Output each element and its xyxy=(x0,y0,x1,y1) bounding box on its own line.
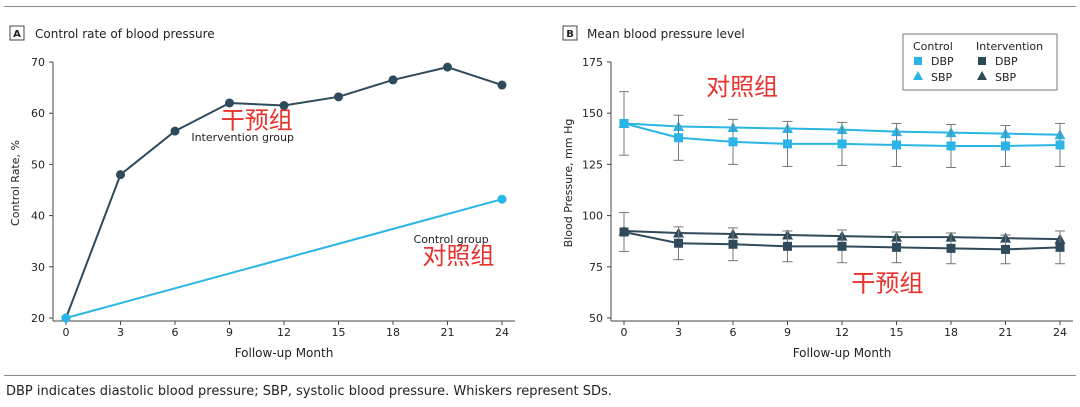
panel-b-control-dbp-point xyxy=(728,137,738,147)
panel-a-x-tick-label: 3 xyxy=(117,326,124,339)
panel-b-annotation: 干预组 xyxy=(851,269,923,297)
panel-b-control-dbp-point xyxy=(1001,141,1010,151)
panel-a-x-tick-label: 6 xyxy=(172,326,179,339)
panel-a-x-tick-label: 24 xyxy=(495,326,509,339)
legend-intervention-dbp-square-icon xyxy=(978,57,986,65)
panel-a-letter: A xyxy=(13,29,21,40)
legend-control-dbp-label: DBP xyxy=(931,55,954,68)
panel-b-x-label: Follow-up Month xyxy=(793,346,892,360)
panel-a-control-label: Control group xyxy=(414,233,489,246)
panel-a-y-tick-label: 20 xyxy=(31,312,45,325)
panel-a-x-tick-label: 21 xyxy=(441,326,455,339)
panel-b-intervention-dbp-point xyxy=(837,241,847,251)
panel-a-x-tick-label: 9 xyxy=(226,326,233,339)
panel-b-control-dbp-point xyxy=(674,133,683,143)
panel-a-x-tick-label: 15 xyxy=(332,326,346,339)
panel-a-x-tick-label: 18 xyxy=(386,326,400,339)
panel-a-y-tick-label: 30 xyxy=(31,261,45,274)
panel-a-intervention-point xyxy=(225,98,234,108)
panel-b-control-dbp-point xyxy=(837,139,847,149)
panel-a-y-tick-label: 60 xyxy=(31,107,45,120)
legend-control-title: Control xyxy=(913,40,953,53)
panel-b-legend: Control Intervention DBP SBP DBP SBP xyxy=(902,33,1058,91)
panel-b-control-dbp-point xyxy=(783,139,792,149)
panel-b-intervention-dbp-point xyxy=(892,242,901,252)
panel-b-title: Mean blood pressure level xyxy=(587,27,745,41)
panel-a-control-point xyxy=(497,194,507,204)
panel-b-intervention-dbp-point xyxy=(619,227,629,237)
panel-b-control-dbp-point xyxy=(892,140,901,150)
panel-a-intervention-point xyxy=(116,170,125,180)
panel-a-letter-box xyxy=(9,25,25,41)
panel-a-intervention-point xyxy=(443,62,452,72)
panel-b-x-tick-label: 24 xyxy=(1053,326,1067,339)
panel-b-y-tick-label: 100 xyxy=(582,210,603,223)
panel-a-control-line xyxy=(65,198,503,319)
panel-b-x-tick-label: 6 xyxy=(730,326,737,339)
legend-control-dbp-square-icon xyxy=(914,57,922,65)
panel-a-intervention-point xyxy=(279,101,289,111)
panel-b-x-tick-label: 0 xyxy=(621,326,628,339)
panel-b-y-tick-label: 75 xyxy=(589,261,603,274)
panel-a-x-tick-label: 0 xyxy=(63,326,70,339)
panel-a-annotation: 干预组 xyxy=(221,107,293,135)
panel-b-intervention-dbp-point xyxy=(728,239,738,249)
panel-a-y-tick-label: 70 xyxy=(31,56,45,69)
panel-a-intervention-point xyxy=(388,75,398,85)
panel-a-y-label: Control Rate, % xyxy=(9,140,22,226)
panel-b-y-tick-label: 150 xyxy=(582,107,603,120)
panel-b-intervention-dbp-point xyxy=(946,243,956,253)
panel-a-y-tick-label: 40 xyxy=(31,210,45,223)
panel-b-x-tick-label: 15 xyxy=(890,326,904,339)
top-rule xyxy=(4,6,1076,7)
panel-b-x-tick-label: 3 xyxy=(675,326,682,339)
legend-control-sbp-label: SBP xyxy=(931,71,953,84)
panel-a-y-tick-label: 50 xyxy=(31,158,45,171)
panel-b-x-tick-label: 12 xyxy=(835,326,849,339)
panel-b-control-dbp-point xyxy=(946,141,956,151)
panel-b-y-tick-label: 125 xyxy=(582,158,603,171)
panel-b-intervention-dbp-point xyxy=(1001,244,1010,254)
panel-b-intervention-dbp-point xyxy=(674,238,683,248)
panel-b-intervention-dbp-point xyxy=(1055,242,1065,252)
panel-b-y-tick-label: 50 xyxy=(589,312,603,325)
panel-a: A Control rate of blood pressure Follow-… xyxy=(9,25,515,360)
panel-b-intervention-dbp-point xyxy=(783,241,792,251)
panel-b-y-label: Blood Pressure, mm Hg xyxy=(562,119,575,248)
figure-caption: DBP indicates diastolic blood pressure; … xyxy=(6,384,612,399)
legend-intervention-title: Intervention xyxy=(976,40,1043,53)
panel-b: B Mean blood pressure level Follow-up Mo… xyxy=(562,25,1073,360)
panel-a-intervention-label: Intervention group xyxy=(191,131,294,144)
panel-a-x-tick-label: 12 xyxy=(277,326,291,339)
panel-a-x-label: Follow-up Month xyxy=(235,346,334,360)
panel-b-letter: B xyxy=(566,29,574,40)
legend-intervention-sbp-label: SBP xyxy=(995,71,1017,84)
panel-b-control-dbp-point xyxy=(619,118,629,128)
panel-b-x-tick-label: 9 xyxy=(784,326,791,339)
figure: A Control rate of blood pressure Follow-… xyxy=(9,25,1073,360)
panel-a-intervention-point xyxy=(497,80,507,90)
legend-control-sbp-triangle-icon xyxy=(913,71,923,80)
panel-a-intervention-point xyxy=(334,92,343,102)
caption-rule xyxy=(4,375,1076,376)
panel-b-letter-box xyxy=(562,25,578,41)
panel-b-x-tick-label: 21 xyxy=(999,326,1013,339)
panel-a-intervention-point xyxy=(170,126,180,136)
panel-b-annotation: 对照组 xyxy=(706,73,778,101)
legend-intervention-dbp-label: DBP xyxy=(995,55,1018,68)
panel-b-y-tick-label: 175 xyxy=(582,56,603,69)
panel-a-annotation: 对照组 xyxy=(422,242,494,270)
panel-a-title: Control rate of blood pressure xyxy=(35,27,215,41)
panel-b-x-tick-label: 18 xyxy=(944,326,958,339)
panel-a-control-point xyxy=(61,313,71,323)
legend-frame xyxy=(902,33,1058,91)
legend-intervention-sbp-triangle-icon xyxy=(977,71,987,80)
panel-b-control-dbp-point xyxy=(1055,140,1065,150)
